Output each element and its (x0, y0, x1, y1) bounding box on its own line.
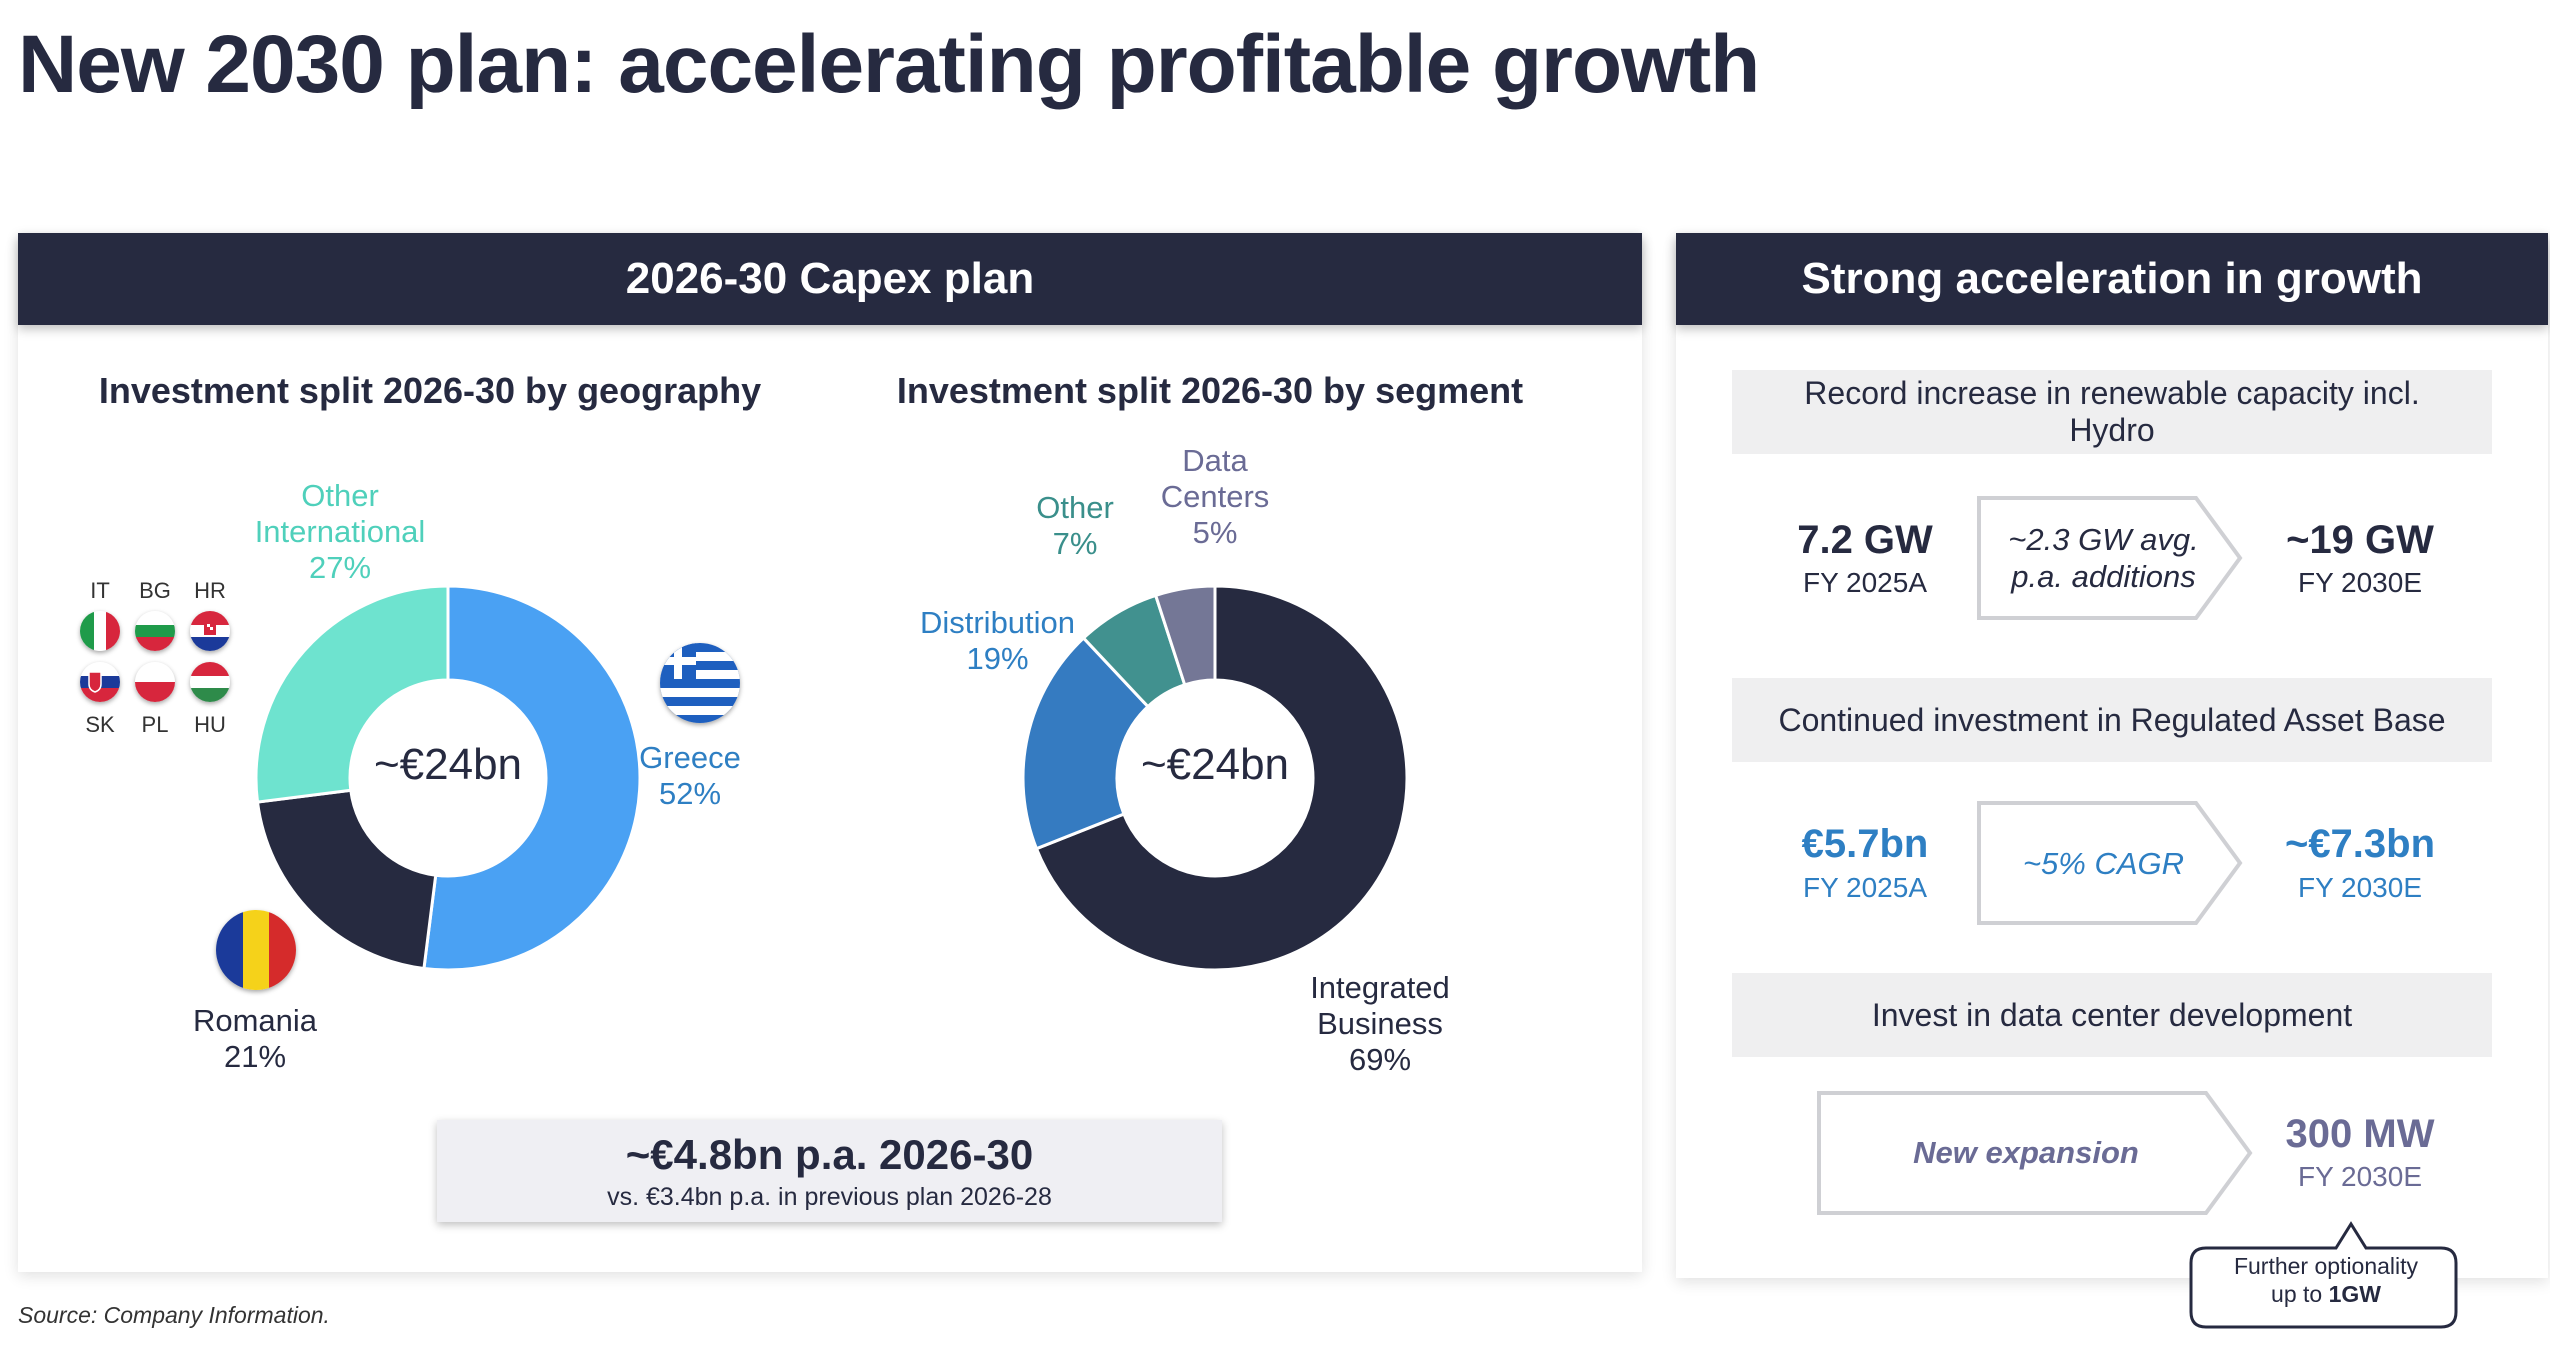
geo-label-other-line2: International (254, 514, 426, 549)
rab-to-label: FY 2030E (2297, 872, 2423, 903)
geo-label-greece: Greece 52% (620, 740, 760, 812)
geo-value-other: 27% (308, 550, 372, 585)
optionality-callout: Further optionality up to 1GW (2191, 1252, 2461, 1308)
datacenter-arrow-text: New expansion (1913, 1135, 2139, 1170)
rab-arrow-text: ~5% CAGR (2022, 846, 2185, 881)
country-code-it: IT (90, 578, 110, 603)
rab-arrow-icon (1977, 801, 2243, 925)
growth-panel-header: Strong acceleration in growth (1676, 233, 2548, 325)
seg-label-datacenters-line2: Centers (1160, 479, 1270, 514)
renewables-arrow-line2: p.a. additions (2011, 559, 2196, 594)
rab-from-label: FY 2025A (1802, 872, 1928, 903)
renewables-arrow-text: ~2.3 GW avg. p.a. additions (1976, 521, 2231, 595)
seg-label-integrated-line2: Business (1317, 1006, 1443, 1041)
geo-slice-2 (254, 584, 450, 804)
optionality-line2: up to 1GW (2191, 1280, 2461, 1308)
renewables-from-label: FY 2025A (1802, 567, 1928, 598)
geo-label-greece-name: Greece (639, 740, 741, 775)
seg-donut-chart (1021, 584, 1409, 972)
slovakia-flag-icon (80, 662, 120, 702)
croatia-flag-icon (190, 611, 230, 651)
geo-chart-title: Investment split 2026-30 by geography (98, 370, 762, 411)
page-title: New 2030 plan: accelerating profitable g… (18, 19, 1760, 110)
geo-label-romania: Romania 21% (175, 1003, 335, 1075)
seg-value-integrated: 69% (1348, 1042, 1412, 1077)
renewables-arrow-icon (1977, 496, 2243, 620)
country-code-hu: HU (194, 712, 226, 737)
seg-label-datacenters: Data Centers 5% (1140, 443, 1290, 551)
seg-chart-title: Investment split 2026-30 by segment (896, 370, 1524, 411)
greece-flag-icon (660, 643, 740, 723)
seg-value-other: 7% (1052, 526, 1098, 561)
geo-slice-1 (255, 788, 438, 971)
seg-slice-0 (1034, 584, 1409, 972)
italy-flag-icon (80, 611, 120, 651)
seg-slice-1 (1021, 635, 1151, 851)
geo-slice-0 (422, 584, 642, 972)
country-code-hr: HR (194, 578, 226, 603)
datacenter-to-value: 300 MW (2285, 1112, 2435, 1156)
seg-value-datacenters: 5% (1192, 515, 1238, 550)
geo-label-other-line1: Other (301, 478, 379, 513)
optionality-line2-prefix: up to (2271, 1281, 2329, 1307)
seg-label-datacenters-line1: Data (1182, 443, 1248, 478)
romania-flag-icon (216, 910, 296, 990)
datacenter-arrow-icon (1817, 1091, 2253, 1215)
datacenter-to-label: FY 2030E (2297, 1161, 2423, 1192)
renewables-heading: Record increase in renewable capacity in… (1732, 370, 2492, 454)
geo-donut-chart (254, 584, 642, 972)
seg-label-other: Other 7% (1025, 490, 1125, 562)
geo-value-greece: 52% (658, 776, 722, 811)
hungary-flag-icon (190, 662, 230, 702)
geo-value-romania: 21% (223, 1039, 287, 1074)
seg-label-integrated-line1: Integrated (1310, 970, 1450, 1005)
seg-label-distribution: Distribution 19% (905, 605, 1090, 677)
renewables-arrow-line1: ~2.3 GW avg. (2008, 522, 2199, 557)
geo-center-label: ~€24bn (373, 740, 523, 789)
renewables-to-label: FY 2030E (2297, 567, 2423, 598)
capex-panel-header: 2026-30 Capex plan (18, 233, 1642, 325)
datacenter-heading: Invest in data center development (1732, 973, 2492, 1057)
geo-label-romania-name: Romania (192, 1003, 318, 1038)
seg-center-label: ~€24bn (1140, 740, 1290, 789)
country-code-sk: SK (85, 712, 115, 737)
rab-from-value: €5.7bn (1801, 822, 1929, 866)
source-note: Source: Company Information. (18, 1302, 330, 1328)
optionality-line2-bold: 1GW (2328, 1281, 2381, 1307)
renewables-to-value: ~19 GW (2286, 518, 2434, 562)
seg-label-other-name: Other (1036, 490, 1114, 525)
geo-label-other: Other International 27% (225, 478, 455, 586)
capex-summary-sub: vs. €3.4bn p.a. in previous plan 2026-28 (607, 1182, 1052, 1211)
optionality-callout-shape (2189, 1221, 2458, 1329)
bulgaria-flag-icon (135, 611, 175, 651)
poland-flag-icon (135, 662, 175, 702)
seg-value-distribution: 19% (966, 641, 1029, 676)
capex-summary-box: ~€4.8bn p.a. 2026-30 vs. €3.4bn p.a. in … (437, 1120, 1222, 1222)
rab-to-value: ~€7.3bn (2284, 822, 2436, 866)
renewables-from-value: 7.2 GW (1797, 518, 1933, 562)
seg-slice-3 (1153, 584, 1217, 687)
rab-heading: Continued investment in Regulated Asset … (1732, 678, 2492, 762)
seg-label-integrated: Integrated Business 69% (1285, 970, 1475, 1078)
capex-summary-main: ~€4.8bn p.a. 2026-30 (625, 1130, 1034, 1178)
seg-label-distribution-name: Distribution (919, 605, 1076, 640)
country-code-bg: BG (139, 578, 171, 603)
optionality-line1: Further optionality (2233, 1253, 2419, 1279)
country-code-pl: PL (141, 712, 169, 737)
